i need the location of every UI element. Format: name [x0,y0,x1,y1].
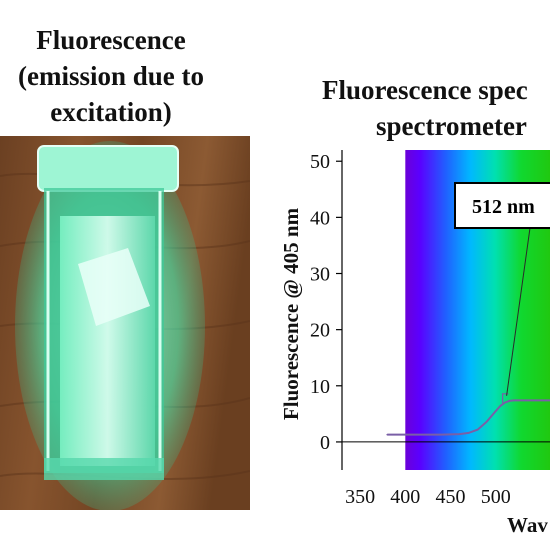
emission-point [531,399,533,402]
peak-annotation-label: 512 nm [472,196,535,218]
emission-point [499,405,502,407]
emission-point [485,420,488,423]
emission-point [476,428,479,431]
chart-title-line-1: Fluorescence spec [322,75,528,105]
chart-title-line-2: spectrometer [376,111,527,141]
y-tick-label: 20 [310,320,330,342]
peak-annotation-box [454,182,550,229]
emission-point [386,433,389,436]
emission-point [440,433,443,436]
x-tick-label: 400 [390,486,420,508]
emission-point [467,432,470,434]
photo-caption-line-2: (emission due to [17,61,204,91]
annotation-leader-line [506,227,531,396]
photo-caption-line-1: Fluorescence [36,25,186,55]
emission-point [404,433,407,436]
emission-point [458,433,461,435]
x-tick-label: 450 [436,486,466,508]
chart-title: Fluorescence spec spectrometer [322,72,550,144]
y-tick-label: 50 [310,151,330,173]
emission-point [503,401,506,404]
fluorescence-spectrum-chart: 0 10 20 30 40 50 350 400 450 500 Wav Fluorescence @… [279,150,550,537]
y-axis-label: Fluorescence @ 405 nm [279,207,303,420]
emission-point [513,399,515,402]
emission-point [494,410,497,412]
y-tick-label: 0 [320,432,330,454]
emission-point [422,433,425,436]
photo-caption: Fluorescence (emission due to excitation… [0,22,222,130]
cuvette-photo [0,136,250,510]
photo-caption-line-3: excitation) [50,97,172,127]
x-axis-label: Wav [507,513,548,537]
x-tick-label: 500 [481,486,511,508]
emission-point [508,400,511,402]
x-tick-label: 350 [345,486,375,508]
y-tick-label: 10 [310,376,330,398]
y-tick-label: 40 [310,207,330,229]
y-tick-label: 30 [310,264,330,286]
